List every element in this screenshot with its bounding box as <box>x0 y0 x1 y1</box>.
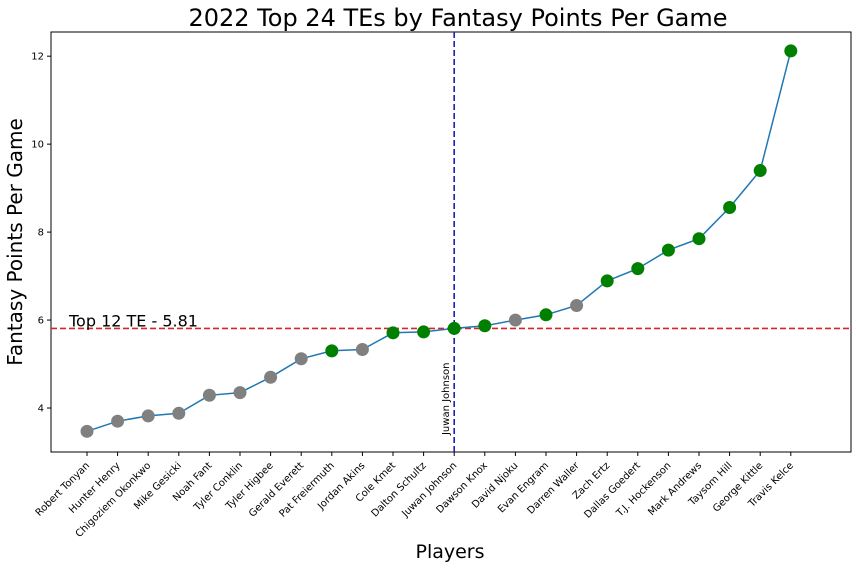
y-axis-title: Fantasy Points Per Game <box>3 118 27 366</box>
data-point <box>80 424 94 438</box>
data-point <box>417 325 431 339</box>
data-point <box>753 164 767 178</box>
x-tick-label: Robert Tonyan <box>34 460 92 518</box>
data-point <box>111 414 125 428</box>
data-point <box>325 344 339 358</box>
data-point <box>478 319 492 333</box>
data-point <box>784 44 798 58</box>
y-tick-label: 6 <box>38 316 44 327</box>
x-tick-label: Dalton Schultz <box>370 460 429 519</box>
x-tick-label: T.J. Hockenson <box>614 460 673 519</box>
plot-frame <box>50 31 852 453</box>
data-point <box>355 343 369 357</box>
y-tick-label: 8 <box>38 228 44 239</box>
x-tick-label: Gerald Everett <box>247 460 306 519</box>
x-tick-label: Pat Freiermuth <box>277 460 336 519</box>
data-point <box>631 262 645 276</box>
y-tick-label: 12 <box>31 52 44 63</box>
data-point <box>723 200 737 214</box>
data-point <box>539 308 553 322</box>
chart-title: 2022 Top 24 TEs by Fantasy Points Per Ga… <box>188 4 727 32</box>
data-point <box>508 313 522 327</box>
data-point <box>661 243 675 257</box>
x-axis-title: Players <box>415 541 484 563</box>
data-point <box>294 352 308 366</box>
y-tick-label: 10 <box>31 140 44 151</box>
y-tick-label: 4 <box>38 404 44 415</box>
reference-line-label: Top 12 TE - 5.81 <box>68 311 198 330</box>
data-point <box>570 299 584 313</box>
x-tick-label: Juwan Johnson <box>400 460 460 520</box>
vertical-marker-label: Juwan Johnson <box>441 362 452 436</box>
data-point <box>692 232 706 246</box>
x-tick-label: Mark Andrews <box>646 460 704 518</box>
series-line <box>86 50 792 433</box>
x-tick-label: Darren Waller <box>525 460 582 517</box>
data-point <box>264 370 278 384</box>
data-point <box>172 406 186 420</box>
x-tick-label: Dallas Goedert <box>582 460 642 520</box>
data-point <box>233 386 247 400</box>
data-point <box>141 409 155 423</box>
data-point <box>202 388 216 402</box>
data-point <box>600 274 614 288</box>
data-point <box>447 321 461 335</box>
data-point <box>386 326 400 340</box>
